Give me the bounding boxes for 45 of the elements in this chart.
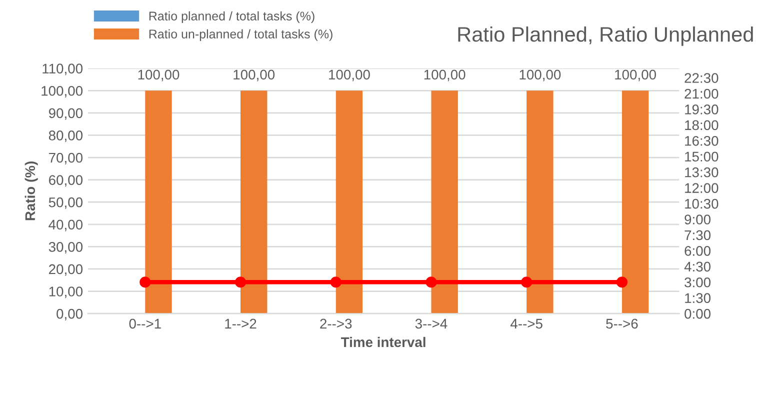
data-label: 100,00	[138, 70, 180, 82]
y2-tick-label: 21:00	[684, 88, 718, 99]
x-tick-label: 4-->5	[510, 318, 542, 329]
x-tick-label: 2-->3	[320, 318, 352, 329]
x-tick-label: 3-->4	[415, 318, 448, 329]
y2-tick-label: 7:30	[684, 230, 711, 240]
y-tick-label: 20,00	[49, 264, 83, 276]
x-tick-label: 1-->2	[225, 318, 256, 328]
y-tick-label: 10,00	[49, 286, 83, 298]
y-axis-title: Ratio (%)	[24, 162, 38, 220]
x-tick-label: 0-->1	[129, 318, 161, 329]
data-label: 100,00	[329, 70, 370, 82]
y-tick-label: 60,00	[49, 175, 83, 187]
y2-tick-label: 22:30	[684, 73, 718, 83]
y2-tick-label: 15:00	[685, 152, 718, 162]
y-tick-label: 100,00	[42, 86, 83, 98]
y2-tick-label: 13:30	[685, 167, 718, 178]
y2-tick-label: 16:30	[685, 136, 718, 146]
legend-label: Ratio planned / total tasks (%)	[149, 11, 314, 23]
y2-tick-label: 18:00	[685, 120, 718, 130]
y-tick-label: 50,00	[48, 197, 83, 209]
data-label: 100,00	[234, 70, 275, 82]
y-tick-label: 0,00	[56, 308, 83, 320]
y2-tick-label: 10:30	[685, 198, 718, 209]
data-label: 100,00	[520, 70, 561, 82]
y-tick-label: 80,00	[48, 130, 83, 142]
y-tick-label: 110,00	[42, 64, 83, 76]
data-label: 100,00	[424, 70, 466, 82]
x-axis-title: Time interval	[340, 336, 426, 348]
y2-tick-label: 12:00	[685, 183, 718, 193]
y-tick-label: 30,00	[48, 242, 83, 254]
y2-tick-label: 6:00	[684, 246, 711, 256]
y2-tick-label: 0:00	[684, 308, 711, 319]
y2-tick-label: 9:00	[684, 214, 711, 224]
data-label: 100,00	[615, 70, 656, 82]
y2-tick-label: 3:00	[684, 277, 711, 288]
y2-tick-label: 19:30	[685, 104, 718, 114]
x-tick-label: 5-->6	[606, 318, 638, 329]
legend-label: Ratio un-planned / total tasks (%)	[149, 29, 332, 41]
y-tick-label: 40,00	[48, 220, 83, 232]
chart-title: Ratio Planned, Ratio Unplanned	[458, 26, 753, 46]
y2-tick-label: 4:30	[684, 262, 711, 272]
y2-tick-label: 1:30	[685, 293, 711, 304]
y-tick-label: 70,00	[49, 152, 83, 164]
y-tick-label: 90,00	[48, 108, 83, 120]
